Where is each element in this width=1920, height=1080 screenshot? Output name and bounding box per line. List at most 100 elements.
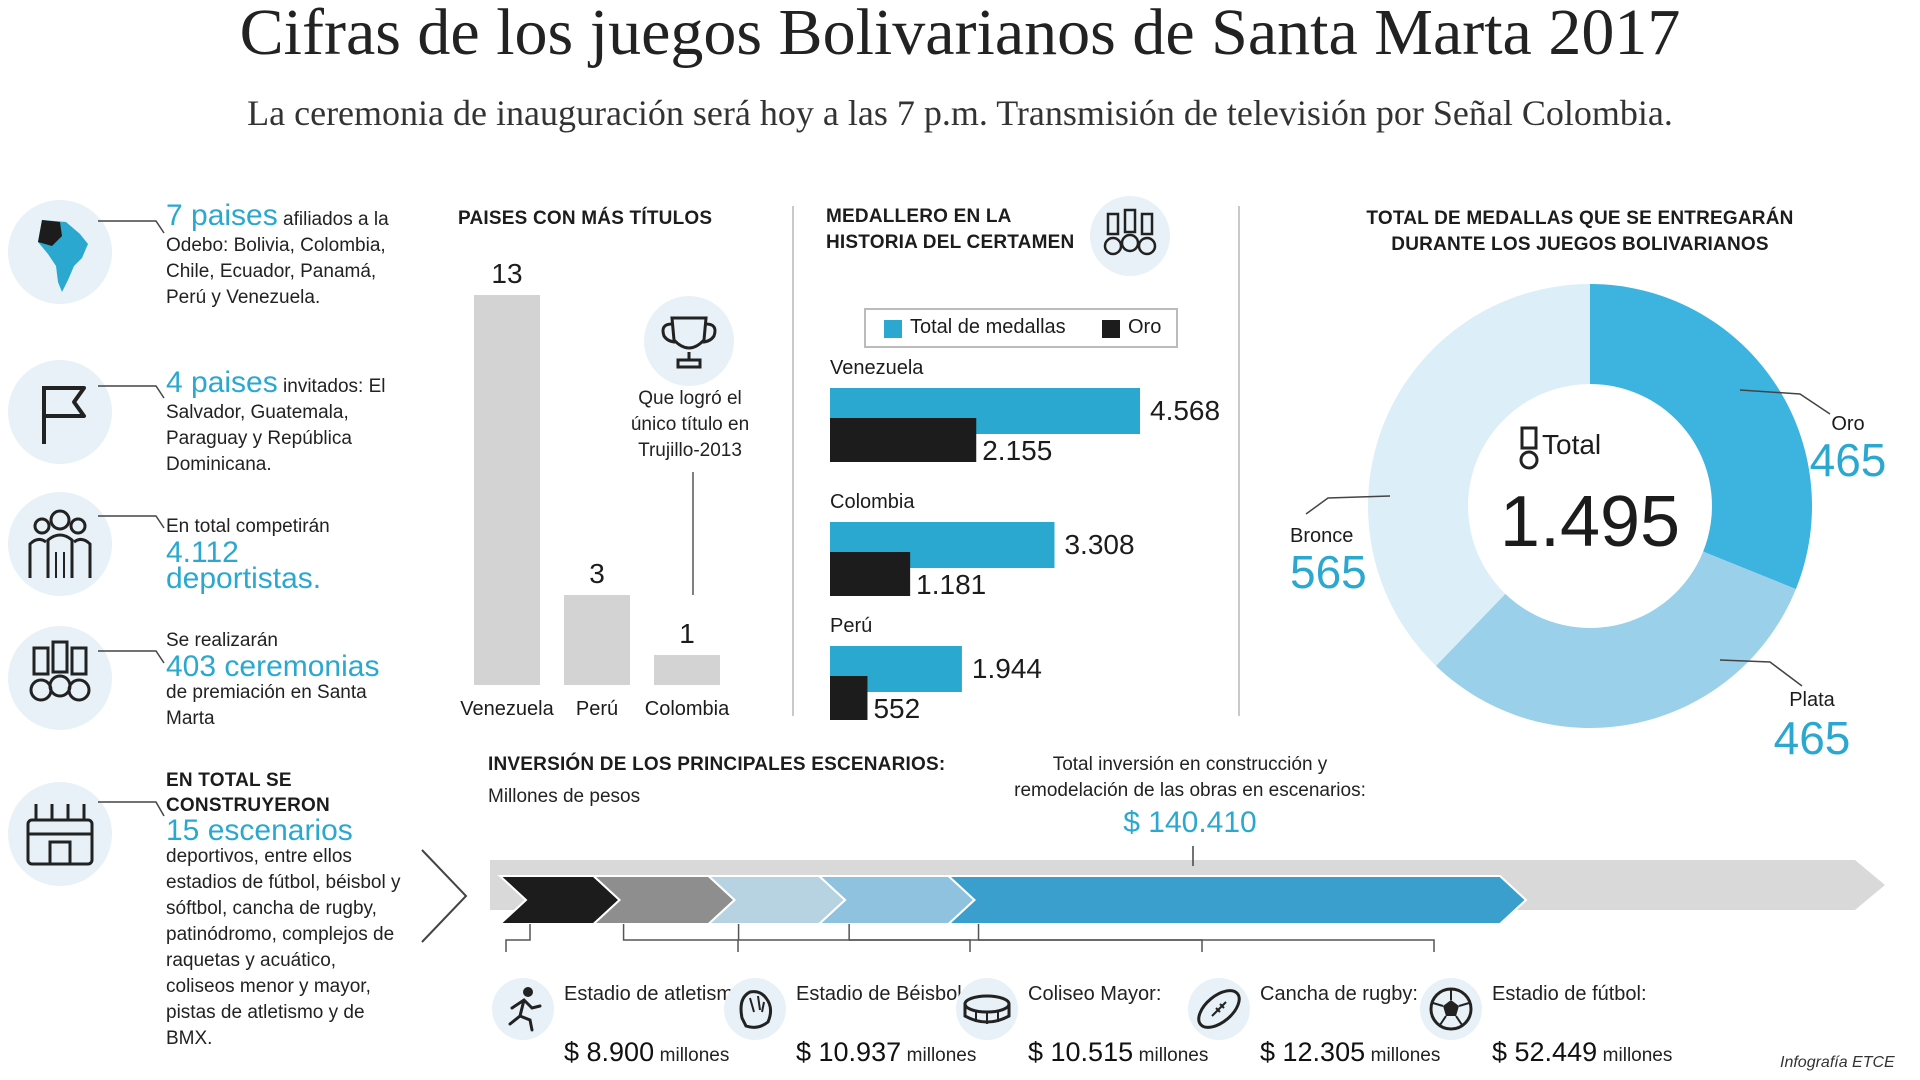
bar [564, 595, 630, 685]
investment-unit-word: millones [1370, 1045, 1441, 1066]
bar-value-label: 13 [491, 258, 522, 289]
titles-heading: PAISES CON MÁS TÍTULOS [458, 208, 713, 229]
section-divider [792, 206, 794, 716]
flag-icon [8, 360, 112, 464]
investment-total-label-1: Total inversión en construcción y [1052, 754, 1328, 775]
fact-highlight: 4.112 deportistas. [166, 536, 322, 595]
investment-chart [421, 846, 1885, 952]
fact-text: En total competirán [166, 516, 330, 537]
fact-highlight: 7 paises [166, 199, 278, 232]
investment-value: $ 12.305 [1260, 1037, 1366, 1067]
titles-bar-chart: 13 Venezuela 3 Perú 1 Colombia [460, 258, 730, 720]
baseball-glove-icon [724, 978, 786, 1040]
investment-label: Cancha de rugby: [1260, 983, 1418, 1005]
investment-label: Estadio de Béisbol: [796, 983, 968, 1005]
fact-heading: EN TOTAL SE CONSTRUYERON [166, 770, 330, 816]
bar-oro [830, 676, 868, 720]
fact-text: invitados: El Salvador, Guatemala, Parag… [166, 376, 386, 475]
investment-label: Estadio de atletismo: [564, 983, 750, 1005]
investment-total-label-2: remodelación de las obras en escenarios: [1014, 780, 1366, 801]
country-label: Colombia [830, 491, 915, 513]
fact-text: afiliados a la Odebo: Bolivia, Colombia,… [166, 209, 389, 308]
investment-label: Coliseo Mayor: [1028, 983, 1162, 1005]
legend-label-total: Total de medallas [910, 316, 1066, 338]
donut-slice [1368, 284, 1590, 666]
total-heading-line1: TOTAL DE MEDALLAS QUE SE ENTREGARÁN [1366, 208, 1794, 229]
bar-oro-label: 552 [873, 693, 920, 724]
bar-value-label: 1 [679, 618, 695, 649]
south-america-map-icon [8, 200, 112, 304]
investment-value: $ 8.900 [564, 1037, 655, 1067]
legend-label-oro: Oro [1128, 316, 1162, 338]
trophy-icon [644, 296, 734, 386]
investment-leader-line [622, 924, 739, 952]
fact-highlight: 4 paises [166, 366, 278, 399]
donut-slice-label: Plata [1789, 689, 1835, 711]
bar-category-label: Venezuela [460, 698, 554, 720]
medallero-legend: Total de medallas Oro [864, 308, 1178, 348]
investment-value: $ 10.515 [1028, 1037, 1134, 1067]
investment-leader-line [737, 924, 971, 952]
investment-unit-word: millones [1138, 1045, 1209, 1066]
donut-leader-line [1305, 495, 1391, 515]
medals-icon [1090, 196, 1170, 276]
bar-category-label: Perú [576, 698, 618, 720]
athletes-group-icon [8, 492, 112, 596]
soccer-ball-icon [1420, 978, 1482, 1040]
bar-oro [830, 418, 977, 462]
investment-segment [945, 875, 1528, 925]
donut-slice-value: 465 [1810, 434, 1887, 486]
fact-text: Se realizarán [166, 630, 278, 651]
investment-total-value: $ 140.410 [1123, 806, 1257, 839]
section-divider [1238, 206, 1240, 716]
arrow-chevron [421, 849, 468, 943]
medal-icon [1519, 426, 1539, 470]
medallero-bar-chart: Venezuela 4.568 2.155 Colombia 3.308 1.181 Per… [830, 357, 1220, 724]
page-subtitle: La ceremonia de inauguración será hoy a … [247, 93, 1673, 133]
country-label: Perú [830, 615, 872, 637]
investment-value: $ 52.449 [1492, 1037, 1598, 1067]
medallero-heading-line1: MEDALLERO EN LA [826, 206, 1012, 227]
investment-leader-line [977, 924, 1435, 952]
bar-oro-label: 1.181 [916, 569, 986, 600]
bar-oro-label: 2.155 [982, 435, 1052, 466]
donut-slice-label: Oro [1831, 413, 1864, 435]
fact-text: deportivos, entre ellos estadios de fútb… [166, 846, 401, 1049]
legend-swatch-total [884, 320, 902, 338]
runner-icon [492, 978, 554, 1040]
bar-category-label: Colombia [645, 698, 730, 720]
medals-icon [8, 626, 112, 730]
investment-heading: INVERSIÓN DE LOS PRINCIPALES ESCENARIOS: [488, 754, 946, 775]
investment-unit-word: millones [659, 1045, 730, 1066]
stadium-icon [8, 782, 112, 886]
donut-slice-value: 465 [1774, 712, 1851, 764]
bar-total-label: 4.568 [1150, 395, 1220, 426]
donut-slice-label: Bronce [1290, 525, 1353, 547]
donut-center-label: Total [1542, 429, 1601, 460]
fact-highlight: 403 ceremonias [166, 650, 380, 683]
donut-slice-value: 565 [1290, 546, 1367, 598]
investment-unit-word: millones [906, 1045, 977, 1066]
donut-center-value: 1.495 [1500, 482, 1680, 562]
medallero-heading-line2: HISTORIA DEL CERTAMEN [826, 232, 1075, 253]
investment-unit: Millones de pesos [488, 786, 641, 807]
fact-text: de premiación en Santa Marta [166, 682, 367, 729]
bar [654, 655, 720, 685]
total-heading-line2: DURANTE LOS JUEGOS BOLIVARIANOS [1391, 234, 1769, 255]
bar-oro [830, 552, 911, 596]
donut-leader-line [1719, 659, 1803, 687]
investment-label: Estadio de fútbol: [1492, 983, 1647, 1005]
fact-highlight: 15 escenarios [166, 814, 353, 847]
investment-leader-line [505, 924, 531, 952]
investment-unit-word: millones [1602, 1045, 1673, 1066]
coliseum-icon [956, 978, 1018, 1040]
rugby-ball-icon [1188, 978, 1250, 1040]
bar [474, 295, 540, 685]
country-label: Venezuela [830, 357, 924, 379]
donut-slice [1435, 551, 1796, 728]
investment-value: $ 10.937 [796, 1037, 902, 1067]
legend-swatch-oro [1102, 320, 1120, 338]
investment-leader-line [848, 924, 1203, 952]
donut-slice [1590, 284, 1812, 590]
